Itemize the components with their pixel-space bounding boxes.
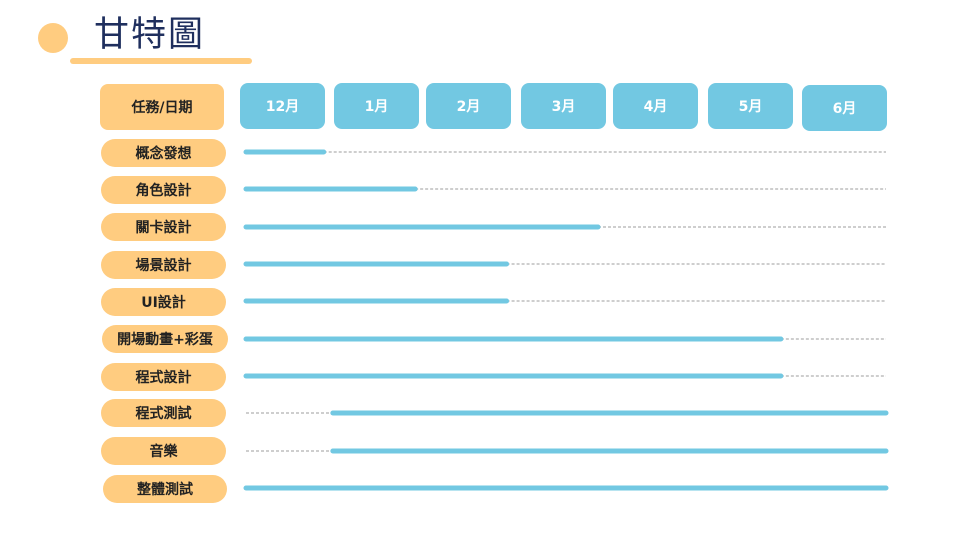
month-header: 1月 — [334, 83, 419, 129]
task-label: 整體測試 — [103, 475, 227, 503]
task-label: 關卡設計 — [101, 213, 226, 241]
task-label: 程式測試 — [101, 399, 226, 427]
task-label: 程式設計 — [101, 363, 226, 391]
task-label: 概念發想 — [101, 139, 226, 167]
page-title: 甘特圖 — [94, 15, 206, 55]
task-label: 角色設計 — [101, 176, 226, 204]
month-header: 6月 — [802, 85, 887, 131]
task-label: UI設計 — [101, 288, 226, 316]
task-label: 開場動畫+彩蛋 — [102, 325, 228, 353]
month-header: 5月 — [708, 83, 793, 129]
task-label: 場景設計 — [101, 251, 226, 279]
month-header: 4月 — [613, 83, 698, 129]
header-task-date: 任務/日期 — [100, 84, 224, 130]
title-dot-icon — [38, 23, 68, 53]
title-underline — [70, 58, 252, 64]
month-header: 12月 — [240, 83, 325, 129]
month-header: 2月 — [426, 83, 511, 129]
task-label: 音樂 — [101, 437, 226, 465]
month-header: 3月 — [521, 83, 606, 129]
